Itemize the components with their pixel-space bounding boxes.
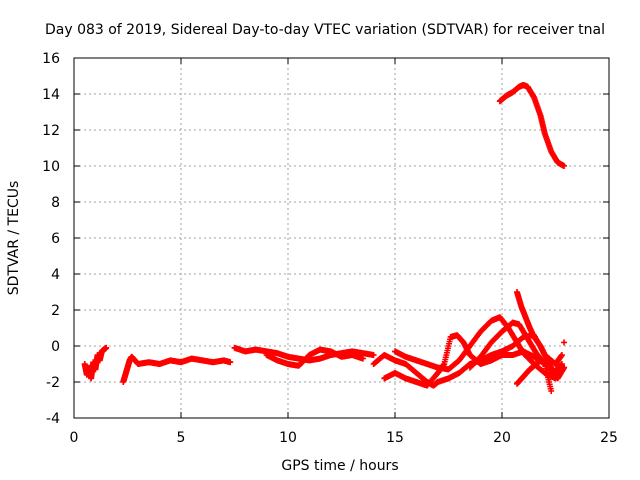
y-tick-label: 2 [51,303,60,319]
y-tick-label: 0 [51,339,60,355]
series-track-j [513,357,544,387]
data-point [558,361,565,367]
series-track-k [496,82,568,169]
data-point [558,352,565,358]
series-track-g [392,314,568,382]
chart-title: Day 083 of 2019, Sidereal Day-to-day VTE… [45,22,605,38]
series-outlier [561,339,568,346]
x-tick-label: 15 [386,430,404,446]
y-tick-label: 4 [51,267,60,283]
x-tick-label: 0 [70,430,79,446]
y-tick-label: 6 [51,231,60,247]
y-tick-label: -4 [46,411,60,427]
x-tick-label: 25 [600,430,618,446]
data-point [548,388,555,394]
series-track-i [513,289,568,382]
series-track-b [120,353,234,385]
axis-ticks [73,57,610,419]
data-point [561,364,568,371]
x-axis-label: GPS time / hours [281,458,398,474]
data-point [537,357,544,364]
data-point [561,163,568,169]
data-point [561,339,568,346]
data-point [103,344,110,351]
series-track-f [381,332,555,394]
data-point [227,359,234,366]
y-tick-label: 12 [42,123,60,139]
series-track-a [81,344,110,382]
y-tick-label: 16 [42,51,60,67]
series-track-c [231,344,377,364]
y-tick-label: -2 [46,375,60,391]
x-tick-labels: 0 5 10 15 20 25 [70,430,618,446]
data-points [81,82,568,394]
y-tick-label: 10 [42,159,60,175]
y-tick-label: 8 [51,195,60,211]
y-tick-label: 14 [42,87,60,103]
y-tick-labels: -4 -2 0 2 4 6 8 10 12 14 16 [42,51,60,427]
x-tick-label: 10 [279,430,297,446]
x-tick-label: 20 [493,430,511,446]
data-point [359,355,366,362]
series-track-d [263,346,366,369]
data-point [370,352,377,358]
x-tick-label: 5 [177,430,186,446]
y-axis-label: SDTVAR / TECUs [6,181,22,296]
